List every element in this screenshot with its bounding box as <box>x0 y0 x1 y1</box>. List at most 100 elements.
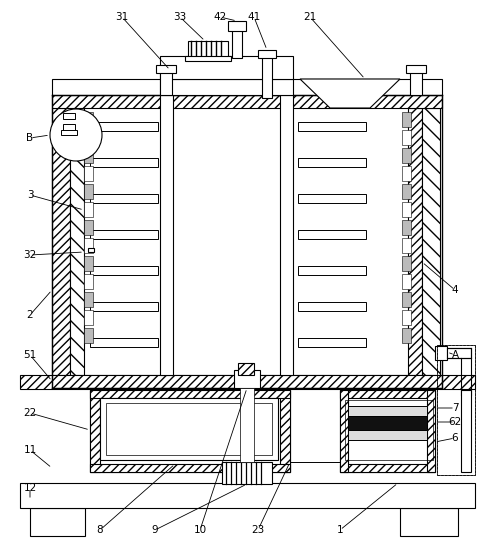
Bar <box>298 230 366 239</box>
Bar <box>52 108 70 375</box>
Bar <box>63 124 75 132</box>
Bar <box>340 390 435 472</box>
Bar <box>402 238 411 253</box>
Bar <box>422 108 440 375</box>
Bar <box>402 292 411 307</box>
Bar <box>435 346 447 360</box>
Text: 23: 23 <box>251 525 265 535</box>
Bar <box>345 400 433 460</box>
Bar <box>20 483 475 508</box>
Bar <box>447 348 471 358</box>
Bar <box>461 390 471 472</box>
Bar <box>228 21 246 31</box>
Bar <box>84 184 93 199</box>
Bar <box>222 462 272 484</box>
Bar <box>90 266 158 275</box>
Bar <box>52 79 442 95</box>
Bar <box>88 248 94 252</box>
Bar <box>234 370 260 388</box>
Bar <box>188 41 228 59</box>
Text: 32: 32 <box>23 250 37 260</box>
Bar <box>156 65 176 73</box>
Bar <box>30 508 85 536</box>
Bar <box>402 220 411 235</box>
Bar <box>298 194 366 203</box>
Bar <box>298 158 366 167</box>
Bar <box>298 122 366 131</box>
Bar <box>402 148 411 163</box>
Bar <box>90 122 158 131</box>
Circle shape <box>50 109 102 161</box>
Bar <box>84 202 93 217</box>
Bar <box>63 113 75 119</box>
Text: A: A <box>452 350 458 360</box>
Text: 22: 22 <box>23 408 37 418</box>
Bar <box>84 220 93 235</box>
Bar <box>348 406 427 416</box>
Bar <box>90 194 158 203</box>
Bar <box>90 390 100 472</box>
Bar <box>70 108 84 375</box>
Bar <box>258 50 276 58</box>
Text: 2: 2 <box>27 310 33 320</box>
Text: 33: 33 <box>173 12 187 22</box>
Bar <box>402 274 411 289</box>
Bar <box>298 302 366 311</box>
Polygon shape <box>300 79 400 108</box>
Bar <box>410 70 422 95</box>
Bar <box>90 390 290 472</box>
Bar <box>240 388 254 462</box>
Bar <box>348 416 427 430</box>
Text: 7: 7 <box>452 403 458 413</box>
Text: 4: 4 <box>452 285 458 295</box>
Text: 1: 1 <box>337 525 343 535</box>
Bar <box>90 302 158 311</box>
Text: 41: 41 <box>247 12 261 22</box>
Bar <box>90 390 290 398</box>
Bar <box>84 292 93 307</box>
Bar <box>84 310 93 325</box>
Bar <box>406 65 426 73</box>
Text: 21: 21 <box>303 12 317 22</box>
Bar <box>232 28 242 58</box>
Bar <box>160 56 293 79</box>
Bar <box>90 230 158 239</box>
Bar <box>402 256 411 271</box>
Bar <box>402 202 411 217</box>
Bar <box>84 328 93 343</box>
Bar <box>280 390 290 472</box>
Bar <box>340 390 435 398</box>
Bar <box>298 338 366 347</box>
Bar <box>100 398 278 460</box>
Bar <box>106 403 272 455</box>
Bar <box>52 95 442 108</box>
Bar <box>408 108 422 375</box>
Text: 6: 6 <box>452 433 458 443</box>
Bar <box>262 56 272 98</box>
Bar <box>84 238 93 253</box>
Text: 8: 8 <box>97 525 103 535</box>
Bar <box>340 464 435 472</box>
Bar <box>348 430 427 440</box>
Bar <box>402 112 411 127</box>
Bar <box>52 375 442 388</box>
Bar <box>84 112 93 127</box>
Text: 42: 42 <box>213 12 227 22</box>
Text: 62: 62 <box>449 417 461 427</box>
Bar <box>340 390 348 472</box>
Text: 3: 3 <box>27 190 33 200</box>
Bar <box>437 345 475 475</box>
Bar <box>160 95 173 375</box>
Bar <box>400 508 458 536</box>
Text: 11: 11 <box>23 445 37 455</box>
Bar <box>238 363 254 375</box>
Bar <box>402 184 411 199</box>
Bar <box>160 70 172 95</box>
Bar <box>160 79 293 95</box>
Bar <box>84 130 93 145</box>
Bar <box>402 166 411 181</box>
Bar <box>90 158 158 167</box>
Text: B: B <box>27 133 34 143</box>
Bar <box>280 95 293 375</box>
Bar <box>84 166 93 181</box>
